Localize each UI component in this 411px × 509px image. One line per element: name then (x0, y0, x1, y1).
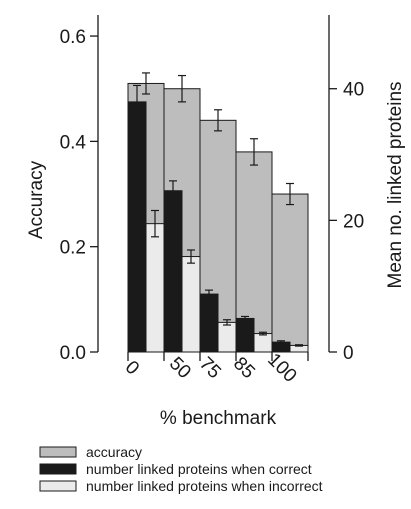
legend-label: accuracy (86, 444, 142, 460)
x-tick-label: 0 (121, 357, 143, 379)
y-axis-left-title: Accuracy (26, 160, 47, 239)
correct-bar (199, 293, 219, 353)
correct-bar (235, 317, 255, 353)
incorrect-bar (181, 256, 201, 353)
error-bars (133, 72, 303, 347)
correct-bar (163, 190, 183, 353)
legend-swatch (39, 480, 77, 492)
x-axis-title: % benchmark (160, 408, 277, 429)
accuracy-bar (271, 193, 309, 353)
correct-bars (127, 101, 291, 353)
legend-swatch (39, 463, 77, 475)
axes (90, 15, 337, 361)
legend-swatch (39, 446, 77, 458)
legend-label: number linked proteins when correct (86, 461, 312, 477)
legend-label: number linked proteins when incorrect (86, 478, 323, 494)
y-left-tick-label: 0.6 (60, 27, 86, 48)
y-left-tick-label: 0.4 (60, 132, 87, 153)
x-tick-label: 85 (229, 353, 259, 383)
correct-bar (127, 101, 147, 353)
y-right-tick-label: 0 (343, 343, 354, 364)
y-right-tick-label: 40 (343, 80, 364, 101)
x-tick-label: 100 (263, 349, 300, 386)
incorrect-bar (253, 333, 273, 353)
incorrect-bar (145, 223, 165, 353)
incorrect-bar (217, 321, 237, 353)
y-axis-right-title: Mean no. linked proteins (385, 81, 406, 288)
y-left-tick-label: 0.2 (60, 238, 86, 259)
y-left-tick-label: 0.0 (60, 343, 86, 364)
y-right-tick-label: 20 (343, 211, 364, 232)
x-tick-label: 50 (165, 353, 195, 383)
